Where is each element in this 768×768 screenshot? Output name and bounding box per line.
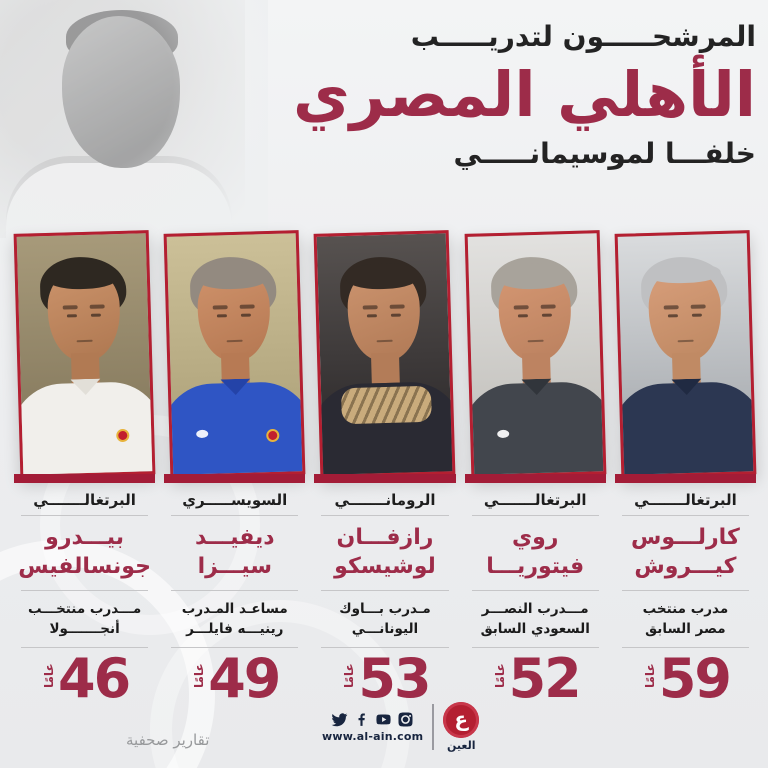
source-credit: تقارير صحفية — [126, 731, 210, 749]
card-accent-bar — [13, 474, 156, 483]
age-value: 52 — [508, 646, 582, 710]
coach-name: رازفـــان لوشيسكو — [334, 525, 436, 580]
divider — [321, 515, 449, 516]
divider — [471, 590, 599, 591]
divider — [20, 646, 149, 648]
social-block: www.al-ain.com — [322, 711, 423, 743]
age-value: 49 — [208, 646, 281, 710]
brand-footer: www.al-ain.com ع العين — [322, 702, 480, 752]
headline-line3: خلفـــا لموسيمانـــــي — [453, 136, 756, 170]
coach-card-queiroz: البرتغالـــــــي كارلـــوس كيـــروش مدرب… — [614, 228, 757, 706]
coach-name: بيـــدرو جونسالفيس — [18, 525, 151, 580]
divider — [20, 515, 149, 516]
coach-nationality: البرتغالـــــــي — [483, 491, 587, 509]
coach-role: مـــدرب النصـــر السعودي السابق — [480, 601, 590, 638]
age-unit-label: عامًا — [642, 662, 657, 688]
age-unit-label: عامًا — [342, 662, 357, 688]
instagram-icon[interactable] — [397, 711, 414, 728]
card-accent-bar — [464, 474, 606, 483]
age-value: 59 — [658, 646, 732, 710]
divider — [621, 646, 749, 648]
coach-card-lucescu: الرومانـــــــي رازفـــان لوشيسكو مـدرب … — [314, 228, 456, 706]
alain-logo-text: العين — [447, 739, 476, 752]
age-unit-label: عامًا — [492, 662, 507, 688]
divider — [471, 646, 599, 648]
coach-age: عامًا 49 — [164, 649, 305, 706]
alain-logo-icon: ع — [443, 702, 480, 738]
divider — [20, 590, 149, 591]
divider — [171, 590, 299, 591]
coach-age: عامًا 59 — [615, 649, 756, 706]
coach-age: عامًا 46 — [14, 649, 155, 706]
coach-role: مـــدرب منتخـــب أنجـــــــولا — [27, 601, 142, 638]
coach-photo — [614, 228, 757, 478]
coach-card-goncalves: البرتغالـــــــي بيـــدرو جونسالفيس مـــ… — [13, 228, 156, 706]
coach-name: روي فيتوريـــا — [486, 525, 585, 580]
social-icons — [331, 711, 414, 728]
alain-logo: ع العين — [443, 702, 480, 752]
headline: المرشحـــــون لتدريـــــب الأهلي المصري … — [292, 20, 757, 170]
coach-role: مـدرب بـــاوك اليونانـــي — [339, 601, 431, 638]
card-accent-bar — [164, 474, 306, 483]
divider — [321, 646, 449, 648]
website-url[interactable]: www.al-ain.com — [322, 730, 424, 743]
divider — [171, 646, 299, 648]
card-accent-bar — [614, 474, 756, 483]
coach-photo — [314, 228, 456, 478]
age-unit-label: عامًا — [192, 662, 207, 688]
coach-role: مدرب منتخب مصر السابق — [642, 601, 729, 638]
divider — [321, 590, 449, 591]
coaches-row: البرتغالـــــــي كارلـــوس كيـــروش مدرب… — [13, 228, 757, 706]
photo-frame — [314, 230, 456, 478]
headline-line1: المرشحـــــون لتدريـــــب — [410, 20, 757, 53]
coach-nationality: الرومانـــــــي — [334, 491, 436, 509]
coach-photo — [163, 228, 306, 478]
photo-frame — [464, 230, 607, 478]
card-accent-bar — [314, 474, 456, 483]
divider — [621, 590, 749, 591]
coach-age: عامًا 52 — [465, 649, 606, 706]
coach-age: عامًا 53 — [314, 649, 455, 706]
coach-card-sesa: السويســـــري ديفيـــد سيـــزا مساعـد ال… — [163, 228, 306, 706]
coach-role: مساعـد المـدرب رينيـــه فايلـــر — [181, 601, 288, 638]
divider — [471, 515, 599, 516]
footer-divider — [432, 704, 435, 750]
coach-card-vitoria: البرتغالـــــــي روي فيتوريـــا مـــدرب … — [464, 228, 607, 706]
coach-name: كارلـــوس كيـــروش — [631, 525, 740, 580]
headline-line2: الأهلي المصري — [292, 57, 757, 131]
divider — [621, 515, 749, 516]
coach-nationality: السويســـــري — [182, 491, 288, 509]
photo-fade-overlay — [0, 0, 268, 264]
photo-frame — [614, 230, 757, 478]
age-value: 46 — [58, 646, 131, 710]
coach-nationality: البرتغالـــــــي — [634, 491, 737, 509]
age-unit-label: عامًا — [42, 662, 56, 688]
youtube-icon[interactable] — [375, 711, 392, 728]
photo-frame — [163, 230, 306, 478]
coach-photo — [464, 228, 607, 478]
coach-nationality: البرتغالـــــــي — [33, 491, 136, 509]
twitter-icon[interactable] — [331, 711, 348, 728]
facebook-icon[interactable] — [353, 711, 370, 728]
divider — [171, 515, 299, 516]
age-value: 53 — [358, 646, 431, 710]
coach-photo — [13, 228, 156, 478]
coach-name: ديفيـــد سيـــزا — [194, 525, 275, 580]
photo-frame — [13, 230, 156, 478]
